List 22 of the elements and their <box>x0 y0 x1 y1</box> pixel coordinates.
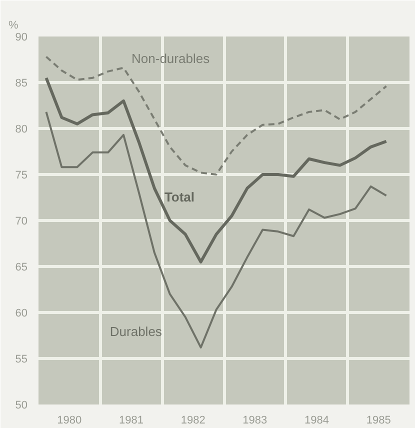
y-axis-title: % <box>8 20 18 32</box>
y-tick-label: 80 <box>15 124 28 136</box>
y-tick-label: 75 <box>15 170 28 182</box>
line-series <box>44 76 388 264</box>
series-label: Durables <box>110 324 162 340</box>
line-series <box>45 56 388 176</box>
x-tick-label: 1982 <box>180 414 206 426</box>
x-tick-label: 1985 <box>366 414 391 426</box>
y-tick-label: 90 <box>15 32 28 44</box>
series-label: Non-durables <box>132 50 210 66</box>
x-tick-label: 1980 <box>57 414 82 426</box>
line-series <box>45 110 388 348</box>
y-tick-label: 50 <box>15 400 28 412</box>
y-tick-label: 85 <box>15 78 28 90</box>
x-tick-label: 1983 <box>242 414 268 426</box>
y-tick-label: 70 <box>15 216 28 228</box>
y-tick-label: 60 <box>15 308 28 320</box>
x-tick-label: 1984 <box>304 414 329 426</box>
series-label: Total <box>164 189 195 204</box>
y-tick-label: 65 <box>15 262 28 274</box>
y-tick-label: 55 <box>15 354 28 366</box>
x-tick-label: 1981 <box>119 414 144 426</box>
